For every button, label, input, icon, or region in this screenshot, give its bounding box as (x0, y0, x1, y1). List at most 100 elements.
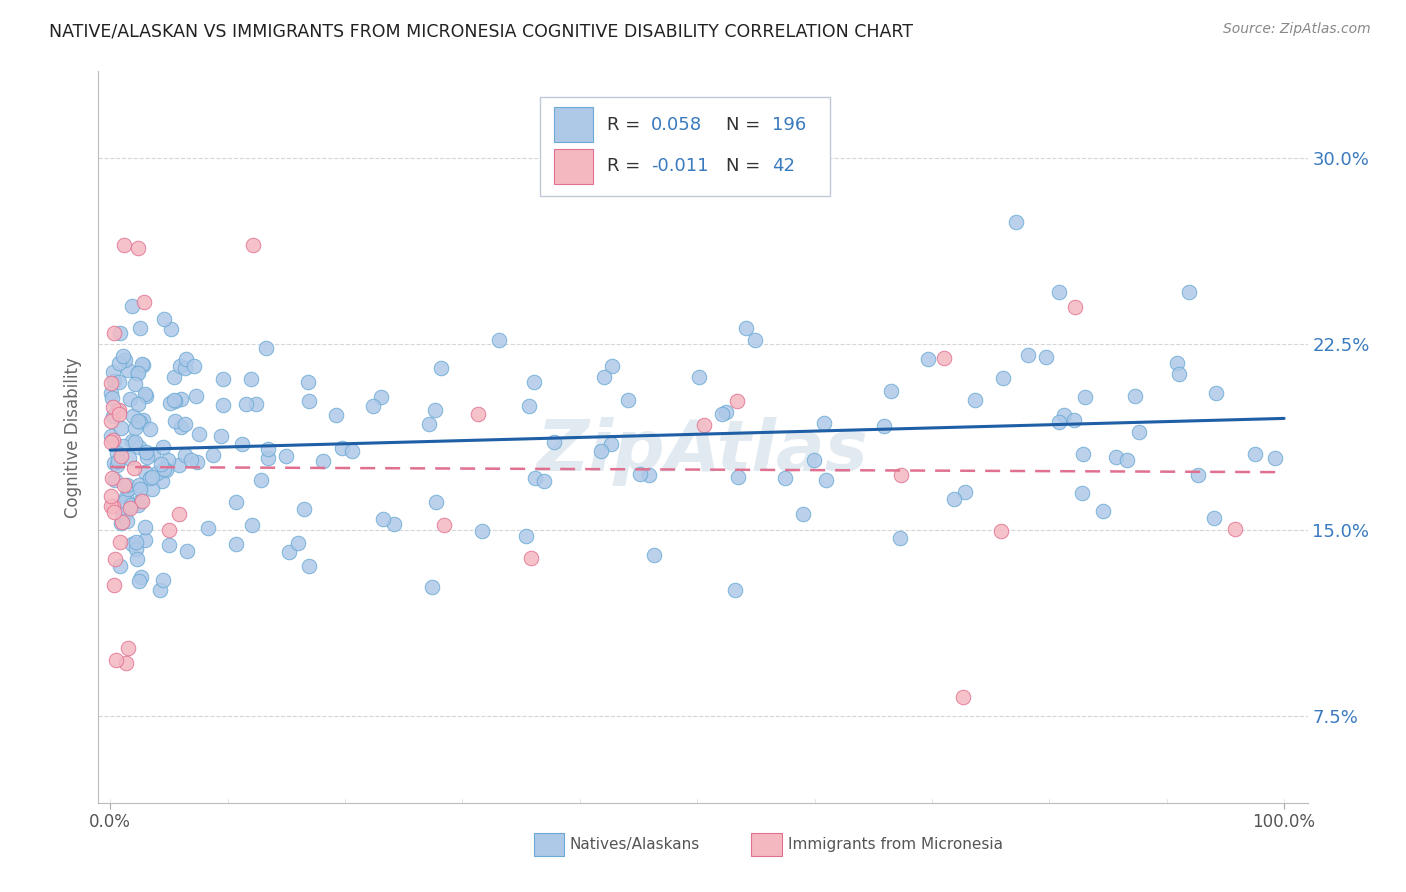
Point (104, 473, 127, 487)
Point (117, 482, 139, 496)
Point (520, 551, 543, 566)
Point (637, 468, 659, 483)
Point (134, 520, 156, 534)
Point (592, 370, 614, 384)
Point (103, 400, 125, 414)
Point (129, 570, 152, 584)
Point (239, 372, 262, 386)
Point (127, 397, 149, 411)
Point (693, 418, 716, 433)
FancyBboxPatch shape (751, 833, 782, 856)
Point (121, 537, 143, 551)
Point (245, 397, 267, 411)
Point (127, 241, 149, 255)
FancyBboxPatch shape (534, 833, 564, 856)
Point (127, 414, 149, 428)
Point (1187, 468, 1209, 483)
Point (115, 491, 138, 505)
Point (132, 294, 155, 309)
Point (112, 238, 135, 252)
Point (101, 433, 124, 447)
FancyBboxPatch shape (554, 149, 593, 184)
Point (150, 474, 173, 488)
Point (1017, 348, 1039, 362)
Point (298, 394, 321, 409)
Point (105, 446, 128, 460)
Point (127, 366, 149, 380)
Point (734, 321, 756, 335)
Point (135, 389, 157, 403)
Point (792, 508, 814, 522)
Point (120, 498, 142, 512)
Point (117, 514, 139, 528)
Point (162, 370, 184, 384)
Point (114, 352, 136, 367)
Point (628, 467, 651, 481)
Point (155, 463, 177, 477)
Point (418, 417, 440, 431)
Point (152, 311, 174, 326)
Point (1071, 485, 1094, 500)
Point (107, 356, 129, 370)
Point (231, 437, 253, 451)
Point (141, 483, 163, 497)
Point (1168, 368, 1191, 382)
Point (373, 512, 395, 526)
Text: R =: R = (607, 158, 647, 176)
Point (101, 392, 124, 406)
Point (212, 399, 235, 413)
Point (108, 326, 131, 340)
Point (104, 653, 127, 667)
Text: Natives/Alaskans: Natives/Alaskans (569, 837, 700, 852)
Point (100, 500, 122, 514)
Point (131, 413, 153, 427)
Point (159, 396, 181, 410)
Point (108, 407, 131, 421)
Point (744, 333, 766, 347)
Point (298, 559, 321, 574)
Point (152, 573, 174, 587)
Point (249, 473, 271, 487)
Point (523, 471, 546, 485)
Point (131, 494, 153, 508)
Point (803, 452, 825, 467)
Point (1047, 285, 1070, 299)
Point (121, 434, 143, 448)
Point (991, 370, 1014, 384)
Point (425, 495, 447, 509)
Point (103, 578, 125, 592)
Point (429, 360, 451, 375)
Point (1071, 448, 1094, 462)
Point (240, 518, 263, 533)
Point (225, 495, 247, 509)
Point (225, 537, 247, 551)
Point (128, 440, 150, 454)
Point (118, 392, 141, 406)
Point (127, 498, 149, 512)
Point (157, 452, 180, 467)
Point (169, 359, 191, 373)
Point (139, 422, 162, 436)
Point (201, 449, 224, 463)
Point (953, 484, 976, 499)
Point (111, 439, 134, 453)
Point (146, 466, 169, 480)
Point (100, 435, 122, 450)
Point (138, 471, 160, 485)
Point (128, 574, 150, 589)
Point (132, 358, 155, 372)
Point (643, 548, 665, 562)
Point (1091, 504, 1114, 518)
Point (725, 393, 748, 408)
Point (107, 375, 129, 389)
Point (107, 454, 129, 468)
Text: -0.011: -0.011 (651, 158, 709, 176)
Point (1035, 350, 1057, 364)
Point (110, 516, 132, 531)
Point (382, 516, 405, 531)
Text: 0.058: 0.058 (651, 116, 702, 134)
Point (134, 466, 156, 480)
Point (117, 450, 139, 465)
Point (128, 478, 150, 492)
Point (165, 414, 187, 428)
